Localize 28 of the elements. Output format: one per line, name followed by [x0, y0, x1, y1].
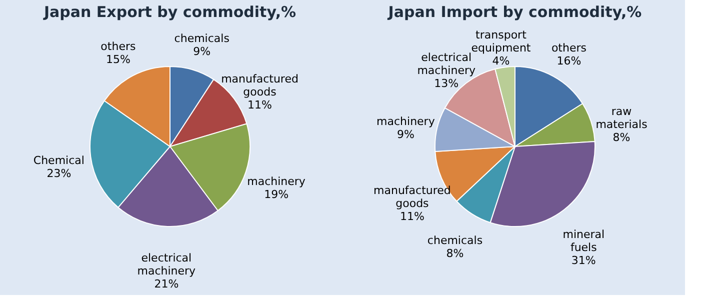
data-label: 8% [446, 247, 464, 260]
slice-label: mineral fuels [562, 228, 605, 254]
data-label: 31% [571, 254, 596, 267]
data-label: 23% [46, 166, 72, 180]
data-label: 11% [400, 210, 424, 223]
data-label: 19% [264, 188, 289, 201]
data-label: 15% [106, 53, 130, 66]
slice-label: chemicals [427, 234, 483, 248]
data-label: 13% [434, 77, 459, 90]
slice-label: machinery [247, 174, 306, 188]
slice-label: others [551, 41, 587, 54]
data-label: 21% [154, 277, 179, 290]
data-label: 8% [612, 130, 630, 144]
slice-label: Chemical [33, 154, 84, 167]
slice-label: electrical machinery [137, 251, 196, 278]
data-label: 4% [492, 54, 510, 68]
data-label: 9% [193, 45, 211, 58]
slice-label: manufactured goods [374, 184, 451, 210]
data-label: 16% [556, 54, 582, 68]
data-label: 11% [248, 98, 272, 112]
data-label: 9% [396, 128, 414, 142]
slice-label: manufactured goods [221, 72, 298, 99]
slice-label: chemicals [174, 32, 230, 46]
chart-title: Japan Export by commodity,% [42, 3, 296, 21]
chart-title: Japan Import by commodity,% [387, 3, 642, 21]
slice-label: machinery [376, 115, 436, 128]
slice-label: others [100, 40, 136, 54]
slice-label: raw materials [596, 104, 648, 131]
